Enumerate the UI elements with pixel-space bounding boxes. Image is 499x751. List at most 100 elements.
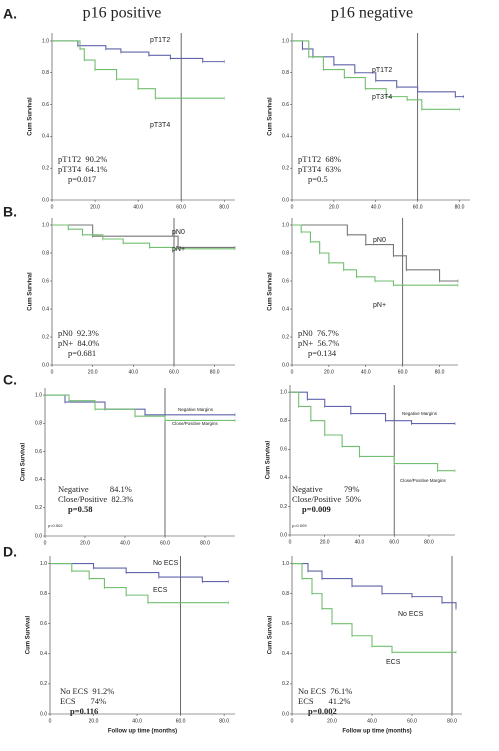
- y-axis-label: Cum Survival: [268, 616, 274, 655]
- y-tick-label: 0.4: [280, 475, 287, 481]
- stat-text: pN+ 84.0%: [58, 338, 99, 348]
- x-tick-label: 0: [291, 204, 294, 210]
- stat-text: p=0.681: [68, 348, 96, 358]
- x-tick-label: 80.0: [435, 369, 445, 375]
- series-label: pT1T2: [150, 37, 170, 44]
- y-tick-label: 1.0: [282, 222, 289, 228]
- y-tick-label: 0.4: [42, 306, 49, 312]
- y-axis-label: Cum Survival: [268, 272, 274, 311]
- y-tick-label: 0.0: [282, 197, 289, 203]
- y-tick-label: 0.0: [42, 362, 49, 368]
- x-axis-label: Follow up time (months): [108, 729, 177, 735]
- x-tick-label: 60.0: [160, 540, 170, 546]
- survival-curve: [292, 40, 460, 110]
- y-tick-label: 0.2: [42, 166, 49, 172]
- stat-text: ECS 41.2%: [298, 696, 350, 706]
- y-tick-label: 0.2: [282, 681, 289, 687]
- series-label: pN0: [373, 237, 386, 244]
- y-tick-label: 0.0: [282, 711, 289, 717]
- series-label: Close/Positive Margins: [172, 421, 219, 426]
- stat-text: pT1T2 90.2%: [58, 154, 107, 164]
- x-tick-label: 40.0: [367, 718, 377, 724]
- survival-curve: [52, 224, 235, 248]
- survival-curve: [290, 391, 455, 472]
- y-tick-label: 0.0: [282, 362, 289, 368]
- y-axis-label: Cum Survival: [28, 272, 34, 311]
- survival-curve: [292, 224, 458, 282]
- series-label: pN+: [172, 246, 185, 253]
- y-tick-label: 0.0: [42, 197, 49, 203]
- y-tick-label: 0.8: [35, 421, 42, 427]
- series-label: ECS: [386, 659, 401, 666]
- row-label: A.: [3, 6, 17, 22]
- series-label: Negative Margins: [178, 407, 214, 412]
- column-title: p16 negative: [331, 5, 413, 22]
- x-tick-label: 0: [49, 718, 52, 724]
- y-tick-label: 0.6: [282, 278, 289, 284]
- series-label: Negative Margins: [402, 411, 438, 416]
- survival-curve: [292, 562, 457, 609]
- x-tick-label: 0: [44, 540, 47, 546]
- row-label: C.: [3, 372, 17, 388]
- series-label: pN0: [172, 229, 185, 236]
- x-tick-label: 60.0: [176, 718, 186, 724]
- x-tick-label: 40.0: [355, 539, 365, 545]
- y-axis-label: Cum Survival: [28, 97, 34, 136]
- stat-text: pT1T2 68%: [298, 154, 341, 164]
- stat-text: Negative 79%: [292, 484, 360, 494]
- y-tick-label: 0.2: [42, 334, 49, 340]
- y-tick-label: 1.0: [42, 38, 49, 44]
- stat-text: Negative 84.1%: [58, 484, 132, 494]
- survival-curve: [292, 562, 456, 653]
- x-tick-label: 20.0: [320, 539, 330, 545]
- x-tick-label: 0: [291, 718, 294, 724]
- y-tick-label: 1.0: [35, 392, 42, 398]
- series-label: pN+: [373, 302, 386, 309]
- stat-text: Close/Positive 50%: [292, 494, 361, 504]
- stat-text: No ECS 76.1%: [298, 686, 352, 696]
- series-label: Close/Positive Margins: [400, 478, 447, 483]
- y-axis-label: Cum Survival: [268, 97, 274, 136]
- x-tick-label: 20.0: [89, 718, 99, 724]
- x-tick-label: 20.0: [88, 369, 98, 375]
- y-tick-label: 0.8: [280, 418, 287, 424]
- x-tick-label: 60.0: [413, 204, 423, 210]
- y-tick-label: 1.0: [40, 561, 47, 567]
- x-tick-label: 40.0: [128, 369, 138, 375]
- column-title: p16 positive: [83, 5, 162, 22]
- series-label: No ECS: [153, 560, 179, 567]
- y-tick-label: 0.0: [40, 711, 47, 717]
- x-tick-label: 0: [289, 539, 292, 545]
- survival-curve: [52, 40, 225, 63]
- y-tick-label: 1.0: [282, 38, 289, 44]
- series-label: pT3T4: [372, 94, 392, 101]
- stat-text: pN+ 56.7%: [298, 338, 339, 348]
- y-tick-label: 0.6: [42, 278, 49, 284]
- y-tick-label: 0.6: [40, 621, 47, 627]
- survival-curve: [292, 224, 458, 286]
- stat-text: p=0.009: [302, 504, 331, 514]
- y-tick-label: 0.8: [42, 250, 49, 256]
- x-tick-label: 80.0: [200, 540, 210, 546]
- x-tick-label: 0: [51, 204, 54, 210]
- y-tick-label: 0.6: [282, 621, 289, 627]
- y-tick-label: 1.0: [282, 561, 289, 567]
- y-tick-label: 0.4: [35, 477, 42, 483]
- stat-text: No ECS 91.2%: [60, 686, 114, 696]
- stat-text: p=0.58: [68, 504, 92, 514]
- y-tick-label: 0.4: [40, 651, 47, 657]
- survival-curve: [52, 40, 225, 99]
- series-label: ECS: [153, 587, 168, 594]
- x-tick-label: 80.0: [219, 204, 229, 210]
- footnote: p=0.009: [292, 523, 307, 528]
- y-tick-label: 0.2: [280, 504, 287, 510]
- y-tick-label: 0.2: [282, 334, 289, 340]
- x-tick-label: 40.0: [371, 204, 381, 210]
- stat-text: Close/Positive 82.3%: [58, 494, 133, 504]
- x-tick-label: 60.0: [169, 369, 179, 375]
- x-tick-label: 60.0: [398, 369, 408, 375]
- y-axis-label: Cum Survival: [266, 441, 272, 480]
- x-tick-label: 80.0: [455, 204, 465, 210]
- y-tick-label: 0.4: [282, 134, 289, 140]
